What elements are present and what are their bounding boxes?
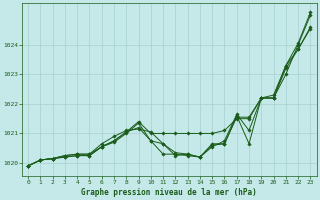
X-axis label: Graphe pression niveau de la mer (hPa): Graphe pression niveau de la mer (hPa) — [81, 188, 257, 197]
